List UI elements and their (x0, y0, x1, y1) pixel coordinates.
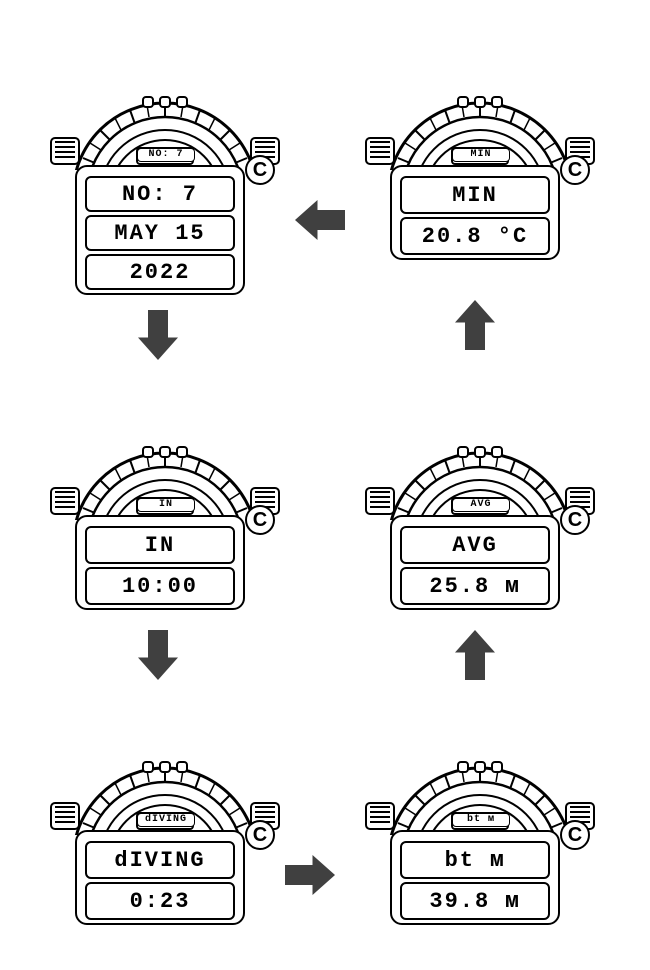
button-label-c: C (245, 820, 275, 850)
lcd-row: 10:00 (85, 567, 235, 605)
lcd-row: 2022 (85, 254, 235, 290)
lcd-row: bt ᴍ (400, 841, 550, 879)
diagram-svg (0, 0, 650, 970)
lcd-row: 20.8 °C (400, 217, 550, 255)
lcd-row: 39.8 ᴍ (400, 882, 550, 920)
lcd-callout-s6: bt ᴍ39.8 ᴍ (390, 830, 560, 925)
mini-lcd-s1: NO: 7 (137, 148, 195, 162)
mini-lcd-s4: AVG (452, 498, 510, 512)
button-label-c: C (560, 155, 590, 185)
lcd-callout-s5: dIVING0:23 (75, 830, 245, 925)
lcd-callout-s4: AVG25.8 ᴍ (390, 515, 560, 610)
lcd-row: dIVING (85, 841, 235, 879)
lcd-row: AVG (400, 526, 550, 564)
lcd-callout-s3: IN10:00 (75, 515, 245, 610)
lcd-row: IN (85, 526, 235, 564)
button-label-c: C (245, 505, 275, 535)
arrow-up-4 (455, 630, 495, 680)
arrow-right-5 (285, 855, 335, 895)
arrow-left-0 (295, 200, 345, 240)
button-label-c: C (560, 820, 590, 850)
mini-lcd-s6: bt ᴍ (452, 813, 510, 827)
lcd-row: 25.8 ᴍ (400, 567, 550, 605)
arrow-down-3 (138, 630, 178, 680)
lcd-row: 0:23 (85, 882, 235, 920)
lcd-row: NO: 7 (85, 176, 235, 212)
button-label-c: C (560, 505, 590, 535)
lcd-callout-s1: NO: 7MAY 152022 (75, 165, 245, 295)
lcd-row: MAY 15 (85, 215, 235, 251)
mini-lcd-s5: dIVING (137, 813, 195, 827)
lcd-callout-s2: MIN20.8 °C (390, 165, 560, 260)
button-label-c: C (245, 155, 275, 185)
mini-lcd-s3: IN (137, 498, 195, 512)
lcd-row: MIN (400, 176, 550, 214)
arrow-up-2 (455, 300, 495, 350)
arrow-down-1 (138, 310, 178, 360)
mini-lcd-s2: MIN (452, 148, 510, 162)
